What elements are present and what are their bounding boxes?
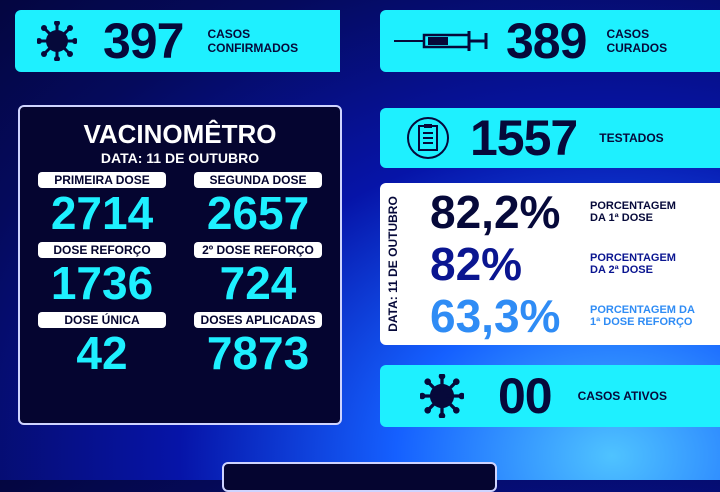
vaccine-stat-value: 2714: [50, 187, 154, 239]
cured-cases-card: 389 CASOS CURADOS: [380, 10, 720, 72]
vaccinometer-panel: VACINOMÊTRO DATA: 11 DE OUTUBRO PRIMEIRA…: [18, 105, 342, 425]
confirmed-count: 397: [103, 13, 184, 69]
vaccine-stat-value: 7873: [206, 327, 310, 379]
vaccine-stat-label: PRIMEIRA DOSE: [38, 172, 166, 188]
percentage-label: PORCENTAGEM DA: [590, 304, 695, 316]
cured-count: 389: [506, 13, 587, 69]
percentage-value: 82,2%: [430, 186, 561, 238]
vaccine-stat-value: 2657: [206, 187, 310, 239]
cured-label-2: CURADOS: [606, 41, 668, 55]
percentage-row: 82% PORCENTAGEM DA 2ª DOSE: [430, 237, 676, 291]
vaccine-stat-value: 42: [76, 327, 128, 379]
clipboard-icon: [407, 117, 449, 159]
active-label: CASOS ATIVOS: [577, 389, 667, 403]
syringe-icon: [394, 31, 488, 51]
tested-card: 1557 TESTADOS: [380, 108, 720, 168]
percentage-row: 63,3% PORCENTAGEM DA 1ª DOSE REFORÇO: [430, 289, 695, 343]
vaccine-stat: DOSE REFORÇO 1736: [34, 242, 170, 308]
virus-icon: [37, 21, 77, 61]
vaccine-stat-label: DOSE ÚNICA: [38, 312, 166, 328]
virus-icon: [420, 374, 464, 418]
vaccine-stat-label: DOSE REFORÇO: [38, 242, 166, 258]
active-cases-card: 00 CASOS ATIVOS: [380, 365, 720, 427]
vaccine-stat: SEGUNDA DOSE 2657: [190, 172, 326, 238]
percentage-label: PORCENTAGEM: [590, 200, 676, 212]
percentages-panel: DATA: 11 DE OUTUBRO 82,2% PORCENTAGEM DA 1…: [380, 183, 720, 345]
percentage-value: 82%: [430, 238, 523, 290]
confirmed-label-2: CONFIRMADOS: [207, 41, 299, 55]
percentages-date: DATA: 11 DE OUTUBRO: [386, 196, 400, 332]
active-count: 00: [498, 368, 553, 424]
tested-count: 1557: [470, 110, 578, 166]
percentage-value: 63,3%: [430, 290, 561, 342]
vaccinometer-title: VACINOMÊTRO: [83, 119, 277, 149]
percentage-row: 82,2% PORCENTAGEM DA 1ª DOSE: [430, 185, 676, 239]
vaccine-stat-value: 1736: [50, 257, 154, 309]
percentage-label-2: DA 1ª DOSE: [590, 212, 653, 224]
vaccine-stat: 2º DOSE REFORÇO 724: [190, 242, 326, 308]
percentage-label-2: DA 2ª DOSE: [590, 264, 653, 276]
vaccine-stat-label: 2º DOSE REFORÇO: [194, 242, 322, 258]
cured-label: CASOS: [606, 27, 650, 41]
vaccine-stat: DOSE ÚNICA 42: [34, 312, 170, 378]
confirmed-cases-card: 397 CASOS CONFIRMADOS: [15, 10, 340, 72]
vaccine-stat-label: SEGUNDA DOSE: [194, 172, 322, 188]
confirmed-label: CASOS: [207, 27, 251, 41]
vaccinometer-date: DATA: 11 DE OUTUBRO: [100, 150, 260, 166]
vaccine-stat: DOSES APLICADAS 7873: [190, 312, 326, 378]
vaccine-stat: PRIMEIRA DOSE 2714: [34, 172, 170, 238]
vaccine-stat-label: DOSES APLICADAS: [194, 312, 322, 328]
percentage-label-2: 1ª DOSE REFORÇO: [590, 316, 693, 328]
vaccine-stat-value: 724: [219, 257, 297, 309]
bottom-panel: [222, 462, 497, 492]
tested-label: TESTADOS: [599, 131, 664, 145]
percentage-label: PORCENTAGEM: [590, 252, 676, 264]
